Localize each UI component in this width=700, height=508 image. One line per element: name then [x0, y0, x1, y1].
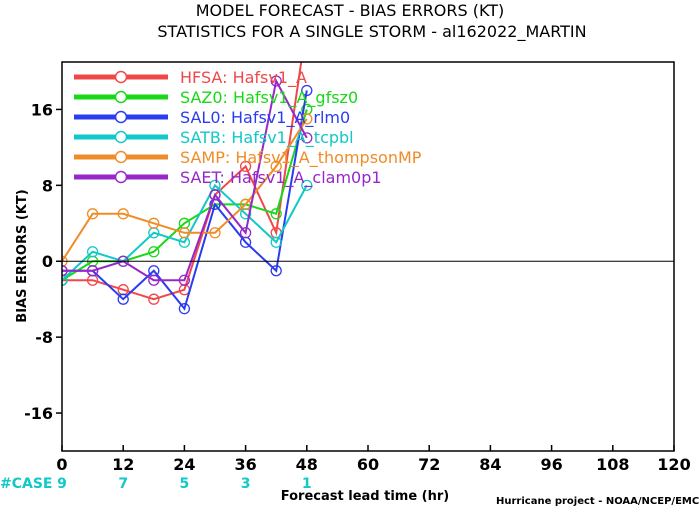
data-point — [86, 246, 99, 258]
x-axis: 0 12 24 36 48 60 72 84 96 108 120 — [56, 445, 691, 474]
legend-label: SAL0: Hafsv1_A_rlm0 — [180, 108, 350, 128]
x-tick-label: 108 — [596, 455, 629, 474]
data-point — [239, 227, 252, 239]
x-tick-label: 0 — [56, 455, 67, 474]
legend-item-satb: SATB: Hafsv1_A_tcpbl — [74, 128, 354, 148]
data-point — [86, 208, 99, 220]
data-point — [178, 274, 191, 286]
legend-marker — [114, 110, 128, 124]
series-saet — [62, 75, 313, 286]
legend-series-desc: Hafsv1_A_tcpbl — [231, 128, 353, 148]
data-point — [270, 265, 282, 277]
chart-subtitle: STATISTICS FOR A SINGLE STORM - al162022… — [157, 22, 586, 42]
y-tick-label: -8 — [35, 328, 53, 347]
x-tick-label: 12 — [112, 455, 134, 474]
data-point — [117, 208, 129, 220]
data-point — [148, 217, 160, 229]
series-line — [62, 118, 308, 262]
legend-series-name: SAMP — [180, 148, 225, 167]
legend-series-name: SAZ0 — [180, 88, 223, 107]
data-point — [209, 227, 221, 239]
case-count: 3 — [241, 476, 251, 492]
legend-label: HFSA: Hafsv1_A — [180, 68, 307, 88]
data-point — [62, 274, 68, 286]
legend-series-desc: Hafsv1_A_thompsonMP — [235, 148, 421, 168]
data-point — [178, 227, 191, 239]
legend-marker — [114, 70, 128, 84]
legend-item-samp: SAMP: Hafsv1_A_thompsonMP — [74, 148, 422, 168]
y-tick-label: 0 — [42, 252, 53, 271]
legend-label: SAMP: Hafsv1_A_thompsonMP — [180, 148, 422, 168]
data-point — [301, 84, 313, 97]
legend-series-desc: Hafsv1_A_gfsz0 — [233, 88, 358, 108]
legend-item-saz0: SAZ0: Hafsv1_A_gfsz0 — [74, 88, 358, 108]
x-axis-label: Forecast lead time (hr) — [281, 489, 449, 504]
x-tick-label: 72 — [418, 455, 440, 474]
legend-series-name: SAL0 — [180, 108, 221, 127]
case-count: 5 — [180, 476, 190, 492]
case-count: 1 — [302, 476, 312, 492]
legend-series-desc: Hafsv1_A_rlm0 — [231, 108, 350, 128]
data-point — [148, 293, 160, 305]
legend-series-name: SATB — [180, 128, 221, 147]
legend-series-name: SAET — [180, 168, 222, 187]
legend-item-hfsa: HFSA: Hafsv1_A — [74, 68, 307, 88]
data-point — [270, 208, 282, 220]
legend-marker — [114, 150, 128, 164]
y-tick-label: -16 — [24, 404, 53, 423]
data-point — [178, 303, 191, 315]
series-line — [62, 183, 308, 281]
x-tick-label: 48 — [296, 455, 318, 474]
credit-text: Hurricane project - NOAA/NCEP/EMC — [496, 496, 699, 507]
y-tick-label: 16 — [31, 100, 53, 119]
legend-item-saet: SAET: Hafsv1_A_clam0p1 — [74, 168, 382, 188]
x-tick-label: 120 — [657, 455, 690, 474]
series-line — [62, 78, 308, 282]
legend-label: SATB: Hafsv1_A_tcpbl — [180, 128, 354, 148]
y-tick-label: 8 — [42, 176, 53, 195]
data-point — [148, 246, 160, 258]
legend-marker — [114, 170, 128, 184]
data-point — [301, 132, 313, 144]
y-axis-label: BIAS ERRORS (KT) — [15, 189, 30, 322]
data-point — [270, 236, 282, 248]
x-tick-label: 96 — [540, 455, 562, 474]
data-point — [270, 160, 282, 173]
x-tick-label: 84 — [479, 455, 501, 474]
case-count: 7 — [118, 476, 128, 492]
data-point — [301, 179, 313, 191]
data-point — [239, 160, 252, 173]
case-count: 9 — [57, 476, 67, 492]
y-axis: -16 -8 0 8 16 — [24, 100, 62, 423]
x-tick-label: 60 — [357, 455, 379, 474]
case-label: #CASE — [0, 476, 53, 492]
legend-series-desc: Hafsv1_A_clam0p1 — [230, 168, 382, 188]
legend-marker — [114, 90, 128, 104]
data-point — [148, 274, 160, 286]
data-point — [270, 75, 282, 87]
data-point — [117, 293, 129, 305]
legend-label: SAET: Hafsv1_A_clam0p1 — [180, 168, 382, 188]
legend-label: SAZ0: Hafsv1_A_gfsz0 — [180, 88, 358, 108]
data-point — [86, 265, 99, 277]
legend-marker — [114, 130, 128, 144]
data-point — [209, 189, 221, 201]
chart-title: MODEL FORECAST - BIAS ERRORS (KT) — [196, 1, 505, 20]
data-point — [301, 113, 313, 125]
case-values: 9 7 5 3 1 — [57, 476, 312, 492]
x-tick-label: 24 — [173, 455, 195, 474]
legend-item-sal0: SAL0: Hafsv1_A_rlm0 — [74, 108, 350, 128]
x-tick-label: 36 — [234, 455, 256, 474]
legend-series-name: HFSA — [180, 68, 222, 87]
legend-series-desc: Hafsv1_A — [233, 68, 307, 88]
data-point — [62, 265, 68, 277]
